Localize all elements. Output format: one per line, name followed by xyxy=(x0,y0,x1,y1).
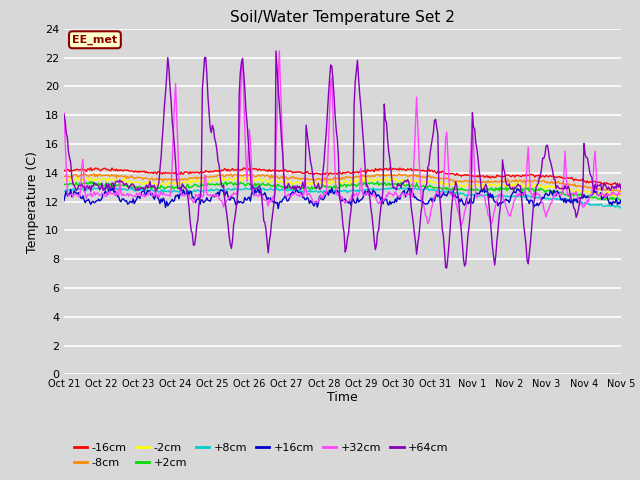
-2cm xyxy=(362,176,370,181)
-16cm xyxy=(328,171,335,177)
+2cm xyxy=(326,184,333,190)
-8cm xyxy=(362,173,370,179)
Line: +64cm: +64cm xyxy=(64,51,621,268)
Line: -2cm: -2cm xyxy=(64,178,621,197)
+16cm xyxy=(617,197,625,203)
Line: -16cm: -16cm xyxy=(64,168,621,186)
-2cm xyxy=(518,182,525,188)
-2cm xyxy=(60,177,68,183)
X-axis label: Time: Time xyxy=(327,391,358,404)
+8cm xyxy=(605,203,612,208)
+16cm xyxy=(327,190,335,195)
-16cm xyxy=(362,168,369,174)
+2cm xyxy=(60,181,68,187)
+32cm xyxy=(329,110,337,116)
-16cm xyxy=(324,172,332,178)
-8cm xyxy=(518,179,525,184)
+2cm xyxy=(393,181,401,187)
+16cm xyxy=(330,191,338,197)
+2cm xyxy=(617,197,625,203)
+2cm xyxy=(88,179,96,184)
-2cm xyxy=(326,180,333,186)
-2cm xyxy=(393,177,401,182)
+16cm xyxy=(60,198,68,204)
-8cm xyxy=(329,177,337,182)
+64cm xyxy=(272,48,280,54)
+64cm xyxy=(606,186,614,192)
+8cm xyxy=(393,187,401,192)
+64cm xyxy=(443,265,451,271)
+32cm xyxy=(617,192,625,197)
+32cm xyxy=(606,192,614,198)
+32cm xyxy=(393,192,401,197)
-16cm xyxy=(616,183,623,189)
-16cm xyxy=(60,167,68,173)
Line: +32cm: +32cm xyxy=(64,51,621,226)
+64cm xyxy=(519,207,527,213)
+8cm xyxy=(362,187,369,193)
+16cm xyxy=(519,190,527,195)
-2cm xyxy=(87,175,95,180)
+2cm xyxy=(362,182,370,188)
Legend: -16cm, -8cm, -2cm, +2cm, +8cm, +16cm, +32cm, +64cm: -16cm, -8cm, -2cm, +2cm, +8cm, +16cm, +3… xyxy=(70,438,453,472)
+64cm xyxy=(617,186,625,192)
+2cm xyxy=(605,197,612,203)
+64cm xyxy=(362,183,370,189)
Line: +8cm: +8cm xyxy=(64,187,621,208)
+8cm xyxy=(617,205,625,211)
+64cm xyxy=(60,111,68,117)
+64cm xyxy=(326,76,333,82)
Line: +2cm: +2cm xyxy=(64,181,621,200)
+32cm xyxy=(326,110,333,116)
+64cm xyxy=(393,187,401,192)
-8cm xyxy=(326,176,333,182)
+8cm xyxy=(328,190,335,195)
Line: +16cm: +16cm xyxy=(64,187,621,209)
-2cm xyxy=(329,180,337,186)
-2cm xyxy=(617,192,625,198)
+2cm xyxy=(329,185,337,191)
Line: -8cm: -8cm xyxy=(64,174,621,192)
-16cm xyxy=(518,174,525,180)
+8cm xyxy=(518,194,525,200)
+8cm xyxy=(324,189,332,194)
-8cm xyxy=(617,188,625,194)
+16cm xyxy=(364,189,371,194)
-16cm xyxy=(393,167,401,172)
+32cm xyxy=(458,223,465,228)
+32cm xyxy=(275,48,283,54)
+32cm xyxy=(362,190,370,195)
+2cm xyxy=(518,185,525,191)
-16cm xyxy=(617,182,625,188)
Title: Soil/Water Temperature Set 2: Soil/Water Temperature Set 2 xyxy=(230,10,455,25)
-8cm xyxy=(605,186,612,192)
-2cm xyxy=(611,194,619,200)
-16cm xyxy=(605,181,612,187)
-8cm xyxy=(60,173,68,179)
Text: EE_met: EE_met xyxy=(72,35,118,45)
+32cm xyxy=(60,110,68,116)
+16cm xyxy=(394,193,401,199)
-16cm xyxy=(386,165,394,170)
-8cm xyxy=(393,172,401,178)
+16cm xyxy=(606,201,614,207)
-2cm xyxy=(605,189,612,194)
+16cm xyxy=(275,206,282,212)
+8cm xyxy=(60,188,68,194)
-8cm xyxy=(616,189,623,194)
+64cm xyxy=(329,76,337,82)
+8cm xyxy=(388,184,396,190)
Y-axis label: Temperature (C): Temperature (C) xyxy=(26,151,39,252)
+32cm xyxy=(519,191,527,197)
+16cm xyxy=(109,184,117,190)
-8cm xyxy=(81,171,89,177)
